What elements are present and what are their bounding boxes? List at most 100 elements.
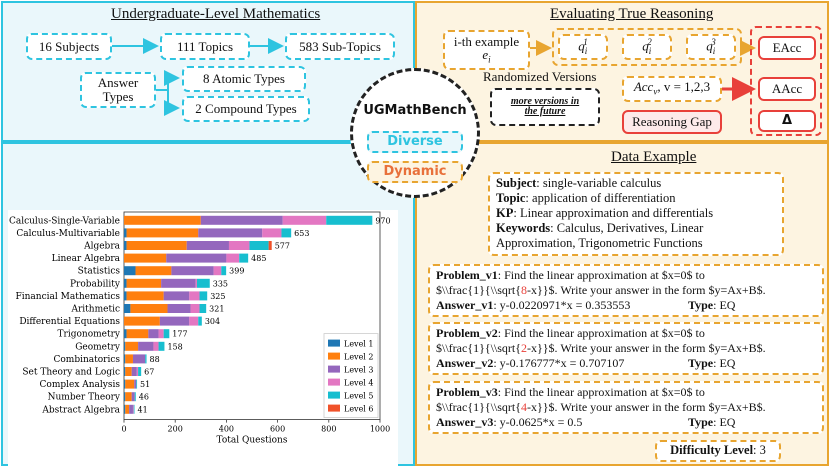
total-label: 41	[137, 405, 147, 414]
ugmathbench-circle: UGMathBench Diverse Dynamic	[350, 68, 480, 198]
kp-value: : Linear approximation and differentials	[513, 206, 714, 220]
q1-label: qi1	[578, 36, 588, 56]
future-line1: more versions in	[510, 95, 580, 107]
bar-segment	[159, 316, 190, 326]
plot-frame	[123, 211, 381, 421]
legend-swatch	[328, 339, 340, 347]
bar-segment	[126, 291, 164, 301]
bar-segment	[158, 329, 164, 339]
category-label: Financial Mathematics	[16, 292, 121, 302]
randomized-label: Randomized Versions	[483, 69, 597, 84]
bar-segment	[124, 266, 136, 276]
bar-segment	[125, 354, 133, 364]
bar-segment	[124, 392, 126, 402]
legend-swatch	[328, 391, 340, 399]
x-axis-title: Total Questions	[217, 436, 288, 446]
reasoning-gap-box: Reasoning Gap	[622, 110, 722, 134]
category-label: Geometry	[75, 342, 121, 352]
atomic-types-box: 8 Atomic Types	[182, 66, 306, 92]
category-label: Combinatorics	[53, 355, 120, 365]
bar-segment	[198, 316, 202, 326]
bar-segment	[262, 228, 282, 238]
reasoning-title: Evaluating True Reasoning	[550, 6, 714, 22]
delta-label: Δ	[781, 113, 793, 129]
q2-box: qi2	[622, 34, 672, 60]
bar-segment	[167, 304, 191, 313]
compound-types-box: 2 Compound Types	[182, 96, 310, 122]
problem-v3-line1: : Find the linear approximation at $x=0$…	[497, 385, 705, 399]
bar-segment	[136, 379, 138, 389]
bar-segment	[171, 266, 214, 276]
bar-segment	[124, 341, 126, 351]
category-label: Linear Algebra	[52, 254, 121, 264]
total-label: 970	[375, 216, 390, 225]
total-label: 158	[167, 342, 182, 351]
total-label: 335	[213, 279, 228, 288]
total-label: 485	[251, 254, 266, 263]
bar-segment	[131, 367, 137, 376]
bar-segment	[132, 404, 134, 414]
metrics-group	[750, 26, 822, 136]
legend-box	[323, 333, 379, 418]
bar-segment	[125, 379, 135, 389]
bar-segment	[124, 404, 126, 414]
bar-segment	[124, 367, 126, 376]
legend-swatch	[328, 365, 340, 373]
category-label: Statistics	[78, 267, 121, 277]
problem-v1-line2: $\\frac{1}{\\sqrt{8-x}}$. Write your ans…	[436, 283, 766, 297]
example-box: i-th example ei	[443, 30, 530, 70]
difficulty-text: Difficulty Level: 3	[670, 443, 766, 458]
answer-v3-value: : y-0.0625*x = 0.5	[493, 415, 583, 429]
bar-segment	[148, 329, 159, 339]
example-var: ei	[482, 47, 491, 65]
answer-types-box: Answer Types	[80, 72, 156, 108]
future-line2: the future	[524, 106, 566, 117]
difficulty-box: Difficulty Level: 3	[655, 440, 781, 462]
bar-segment	[131, 392, 135, 402]
eacc-box: EAcc	[758, 36, 816, 60]
legend-label: Level 6	[344, 405, 374, 414]
bar-segment	[124, 329, 127, 339]
keywords-line2: Approximation, Trigonometric Functions	[496, 236, 703, 250]
delta-box: Δ	[758, 110, 816, 132]
meta-box: Subject: single-variable calculus Topic:…	[488, 172, 784, 256]
total-label: 46	[139, 393, 149, 402]
problem-v1-box: Problem_v1: Find the linear approximatio…	[428, 264, 824, 317]
bar-segment	[134, 379, 137, 389]
problem-v3-line2: $\\frac{1}{\\sqrt{4-x}}$. Write your ans…	[436, 400, 766, 414]
type-v3-label: Type	[688, 415, 714, 429]
bar-segment	[228, 241, 250, 250]
bar-segment	[161, 278, 196, 288]
answer-v2-label: Answer_v2	[436, 356, 494, 370]
bar-segment	[125, 367, 132, 376]
bar-segment	[136, 367, 139, 376]
diverse-label: Diverse	[387, 134, 443, 150]
bar-segment	[198, 228, 263, 238]
bar-segment	[196, 278, 210, 288]
bar-segment	[135, 266, 172, 276]
category-label: Abstract Algebra	[41, 405, 120, 415]
bar-segment	[199, 291, 208, 301]
total-label: 177	[172, 330, 187, 339]
answer-v1-label: Answer_v1	[436, 298, 494, 312]
x-tick-label: 0	[121, 425, 126, 434]
atomic-types-label: 8 Atomic Types	[203, 71, 285, 87]
bar-segment	[124, 278, 127, 288]
bar-segment	[138, 367, 142, 376]
bar-segment	[126, 228, 199, 238]
x-tick-label: 200	[168, 425, 183, 434]
bar-segment	[124, 379, 126, 389]
bar-segment	[124, 215, 201, 225]
bar-segment	[124, 291, 127, 301]
dynamic-label: Dynamic	[383, 164, 447, 180]
bar-segment	[163, 329, 170, 339]
type-v2-value: : EQ	[713, 356, 736, 370]
bar-segment	[200, 215, 283, 225]
bar-segment	[125, 341, 139, 351]
keywords-value: : Calculus, Derivatives, Linear	[550, 221, 704, 235]
arrow-answer-compound	[156, 89, 180, 116]
subtopics-label: 583 Sub-Topics	[299, 38, 381, 54]
bar-segment	[190, 304, 200, 313]
bar-segment	[132, 354, 146, 364]
bar-segment	[126, 329, 149, 339]
